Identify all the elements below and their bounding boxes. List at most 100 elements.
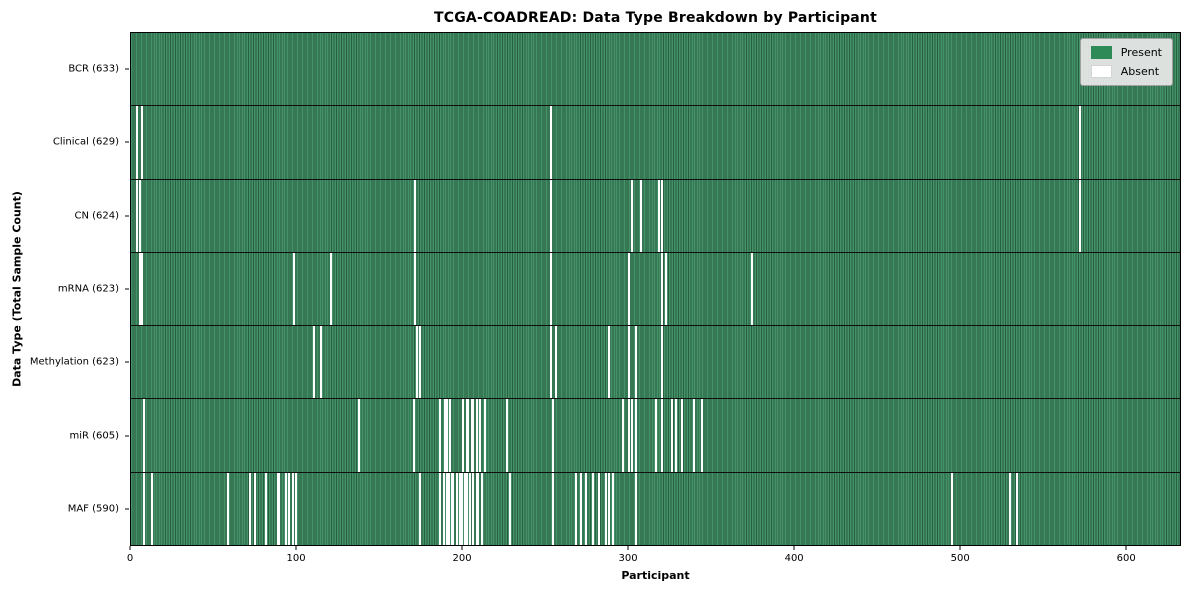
absent-stripe xyxy=(140,106,143,179)
absent-stripe xyxy=(472,472,475,545)
y-tick-mark xyxy=(125,215,129,217)
y-tick-mark xyxy=(125,435,129,437)
absent-stripe xyxy=(450,472,453,545)
legend: Present Absent xyxy=(1079,38,1173,86)
absent-stripe xyxy=(628,252,631,326)
absent-stripe xyxy=(142,472,145,545)
y-axis: BCR (633) Clinical (629) CN (624) mRNA (623… xyxy=(0,32,130,546)
absent-stripe xyxy=(414,179,417,252)
absent-stripe xyxy=(465,472,468,545)
absent-stripe xyxy=(445,399,448,472)
absent-stripe xyxy=(508,472,511,545)
absent-stripe xyxy=(469,472,472,545)
absent-stripe xyxy=(580,472,583,545)
absent-stripe xyxy=(611,472,614,545)
absent-stripe xyxy=(139,252,142,326)
absent-stripe xyxy=(358,399,361,472)
absent-stripe xyxy=(479,399,481,472)
x-tick-label: 0 xyxy=(126,553,134,564)
y-tick-mark xyxy=(125,361,129,363)
absent-stripe xyxy=(631,399,634,472)
x-axis: 0 100 200 300 400 500 600 xyxy=(126,546,1181,568)
heatmap-rows xyxy=(131,33,1180,545)
x-tick-label: 100 xyxy=(286,553,306,564)
absent-stripe xyxy=(674,399,677,472)
y-tick-mark xyxy=(125,68,129,70)
absent-stripe xyxy=(419,472,422,545)
absent-stripe xyxy=(452,472,455,545)
absent-stripe xyxy=(671,399,674,472)
absent-stripe xyxy=(1015,472,1018,545)
absent-stripe xyxy=(442,472,445,545)
y-tick-mark xyxy=(125,141,129,143)
absent-stripe xyxy=(550,106,553,179)
absent-stripe xyxy=(634,399,637,472)
absent-stripe xyxy=(295,472,298,545)
absent-stripe xyxy=(278,472,281,545)
absent-stripe xyxy=(464,472,467,545)
absent-stripe xyxy=(142,399,145,472)
absent-stripe xyxy=(319,326,322,399)
x-tick-mark xyxy=(129,546,131,550)
absent-stripe xyxy=(608,472,611,545)
absent-stripe xyxy=(661,179,664,252)
absent-stripe xyxy=(575,472,578,545)
absent-stripe xyxy=(639,179,642,252)
x-tick-mark xyxy=(959,546,961,550)
absent-stripe xyxy=(608,326,611,399)
absent-stripe xyxy=(455,472,458,545)
absent-stripe xyxy=(291,472,294,545)
absent-stripe xyxy=(412,399,415,472)
absent-stripe xyxy=(285,472,288,545)
y-tick-label: Methylation (623) xyxy=(29,356,119,368)
absent-stripe xyxy=(470,399,473,472)
absent-stripe xyxy=(459,472,462,545)
absent-stripe xyxy=(248,472,251,545)
absent-stripe xyxy=(475,399,478,472)
absent-stripe xyxy=(505,399,508,472)
absent-stripe xyxy=(139,179,142,252)
heatmap-row-mir xyxy=(131,398,1180,472)
heatmap-row-methylation xyxy=(131,325,1180,399)
absent-stripe xyxy=(628,326,631,399)
absent-stripe xyxy=(439,399,442,472)
absent-stripe xyxy=(472,399,475,472)
legend-item-absent: Absent xyxy=(1090,65,1162,78)
x-tick-mark xyxy=(461,546,463,550)
y-tick-label: CN (624) xyxy=(74,210,119,222)
absent-stripe xyxy=(150,472,153,545)
absent-stripe xyxy=(661,399,664,472)
absent-stripe xyxy=(462,399,465,472)
absent-stripe xyxy=(550,326,553,399)
absent-stripe xyxy=(140,252,143,326)
legend-absent-swatch xyxy=(1090,65,1112,78)
chart-title: TCGA-COADREAD: Data Type Breakdown by Pa… xyxy=(434,10,877,26)
absent-stripe xyxy=(329,252,332,326)
absent-stripe xyxy=(604,472,607,545)
absent-stripe xyxy=(477,472,480,545)
absent-stripe xyxy=(483,399,486,472)
x-tick-mark xyxy=(627,546,629,550)
x-tick-label: 200 xyxy=(452,553,472,564)
absent-stripe xyxy=(598,472,601,545)
y-tick-label: MAF (590) xyxy=(67,503,119,515)
absent-stripe xyxy=(414,252,417,326)
y-tick-label: mRNA (623) xyxy=(57,283,119,295)
y-tick-label: BCR (633) xyxy=(68,63,119,75)
absent-stripe xyxy=(661,252,664,326)
absent-stripe xyxy=(265,472,268,545)
absent-stripe xyxy=(253,472,256,545)
absent-stripe xyxy=(1009,472,1012,545)
absent-stripe xyxy=(750,252,753,326)
x-tick-mark xyxy=(793,546,795,550)
absent-stripe xyxy=(313,326,316,399)
absent-stripe xyxy=(447,472,450,545)
absent-stripe xyxy=(681,399,684,472)
y-tick-mark xyxy=(125,288,129,290)
absent-stripe xyxy=(449,399,452,472)
absent-stripe xyxy=(591,472,594,545)
absent-stripe xyxy=(135,179,138,252)
plot-area: Present Absent xyxy=(130,32,1181,546)
y-tick-label: Clinical (629) xyxy=(52,136,119,148)
